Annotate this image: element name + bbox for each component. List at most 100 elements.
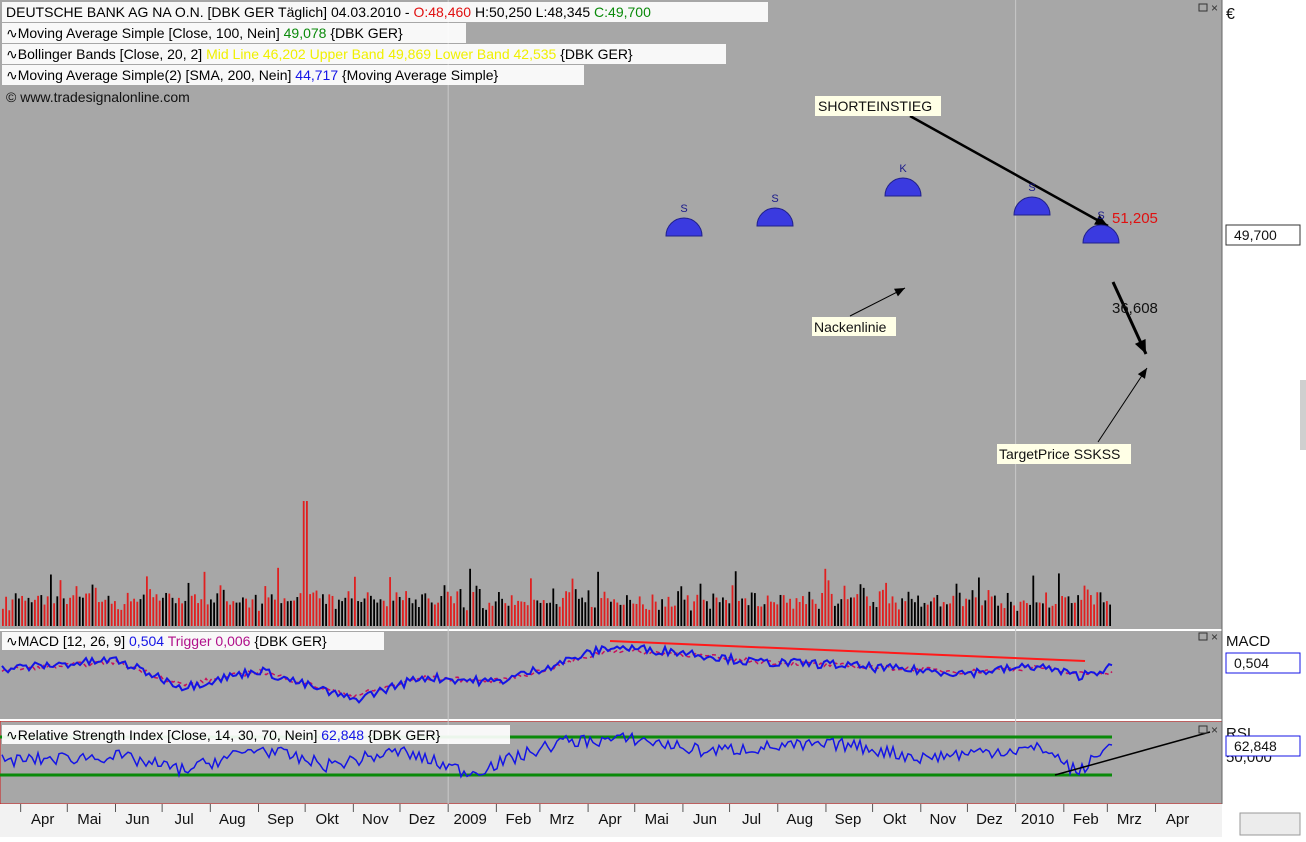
volume-bar (802, 596, 804, 626)
volume-bar (347, 591, 350, 626)
volume-bar (325, 603, 327, 626)
volume-bar (363, 598, 366, 626)
volume-bar (443, 585, 446, 626)
volume-bar (1029, 604, 1031, 626)
volume-bar (1016, 610, 1019, 626)
volume-bar (328, 594, 331, 626)
volume-bar (411, 603, 414, 626)
volume-bar (395, 592, 398, 626)
volume-bar (142, 594, 145, 626)
volume-bar (94, 587, 97, 626)
chart-title: DEUTSCHE BANK AG NA O.N. [DBK GER Täglic… (6, 4, 651, 20)
volume-bar (386, 606, 388, 626)
volume-bar (162, 597, 164, 626)
volume-bar (603, 591, 606, 626)
watermark: © www.tradesignalonline.com (6, 89, 190, 105)
volume-bar (8, 610, 11, 626)
volume-bar (149, 589, 151, 626)
volume-bar (82, 597, 84, 626)
volume-bar (898, 609, 900, 626)
volume-bar (1090, 595, 1092, 626)
volume-bar (37, 595, 39, 626)
volume-bar (34, 599, 36, 626)
time-axis-label: Mai (77, 811, 101, 828)
volume-bar (581, 597, 583, 626)
ma200-legend[interactable]: ∿Moving Average Simple(2) [SMA, 200, Nei… (6, 67, 498, 83)
volume-bar (251, 599, 254, 626)
volume-bar (40, 595, 43, 626)
volume-bar (114, 601, 116, 626)
volume-bar (2, 608, 4, 626)
bollinger-legend[interactable]: ∿Bollinger Bands [Close, 20, 2] Mid Line… (6, 46, 633, 62)
volume-bar (43, 604, 46, 626)
volume-bar (59, 580, 62, 626)
volume-bar (373, 599, 375, 626)
volume-bar (638, 596, 641, 626)
volume-bar (750, 592, 753, 626)
volume-bar (552, 588, 555, 626)
currency-label: € (1226, 6, 1235, 23)
macd-legend[interactable]: ∿MACD [12, 26, 9] 0,504 Trigger 0,006 {D… (6, 633, 327, 649)
volume-bar (226, 601, 228, 626)
volume-bar (366, 592, 369, 626)
volume-bar (722, 597, 724, 626)
volume-bar (760, 606, 763, 626)
volume-bar (200, 599, 203, 626)
macd-close-icon[interactable]: × (1211, 630, 1218, 644)
time-axis-label: Dez (976, 811, 1003, 828)
volume-bar (286, 601, 289, 626)
volume-bar (1102, 602, 1105, 626)
volume-bar (152, 597, 155, 626)
volume-bar (392, 600, 395, 626)
vertical-scrollbar[interactable] (1300, 380, 1306, 450)
volume-bar (264, 586, 267, 626)
volume-bar (894, 602, 897, 626)
volume-bar (69, 597, 71, 626)
rsi-maximize-icon[interactable] (1198, 725, 1208, 734)
volume-bar (811, 599, 814, 626)
volume-bar (901, 598, 903, 626)
volume-bar (498, 592, 500, 626)
volume-bar (984, 600, 987, 626)
volume-bar (702, 599, 705, 626)
volume-bar (853, 597, 855, 626)
volume-bar (293, 600, 295, 626)
volume-bar (338, 599, 340, 626)
target-label: TargetPrice SSKSS (999, 446, 1120, 462)
rsi-close-icon[interactable]: × (1211, 723, 1218, 737)
volume-bar (30, 602, 33, 626)
volume-bar (558, 606, 561, 626)
volume-bar (389, 577, 391, 626)
volume-bar (805, 604, 807, 626)
time-axis-label: Mai (645, 811, 669, 828)
volume-bar (597, 571, 599, 626)
volume-bar (594, 607, 596, 626)
volume-bar (50, 574, 52, 626)
volume-bar (872, 601, 875, 626)
macd-maximize-icon[interactable] (1198, 632, 1208, 641)
rsi-legend[interactable]: ∿Relative Strength Index [Close, 14, 30,… (6, 727, 441, 743)
volume-bar (568, 592, 571, 626)
time-axis-label: Mrz (549, 811, 574, 828)
volume-bar (430, 602, 433, 626)
volume-bar (418, 607, 420, 626)
volume-bar (747, 605, 750, 626)
zoom-handle[interactable] (1239, 812, 1301, 836)
volume-bar (24, 600, 27, 626)
volume-bar (888, 603, 891, 626)
volume-bar (677, 591, 679, 626)
volume-bar (1032, 575, 1035, 626)
volume-bar (904, 601, 907, 626)
volume-bar (110, 603, 113, 626)
macd-axis-title: MACD (1226, 633, 1270, 650)
time-axis-label: Aug (219, 811, 246, 828)
volume-bar (56, 596, 59, 626)
volume-bar (997, 605, 999, 626)
volume-bar (155, 594, 158, 626)
volume-bar (821, 592, 823, 626)
volume-bar (955, 583, 958, 626)
time-axis-label: Apr (31, 811, 54, 828)
maximize-icon[interactable] (1198, 3, 1208, 12)
close-icon[interactable]: × (1211, 1, 1218, 15)
ma100-legend[interactable]: ∿Moving Average Simple [Close, 100, Nein… (6, 25, 403, 41)
